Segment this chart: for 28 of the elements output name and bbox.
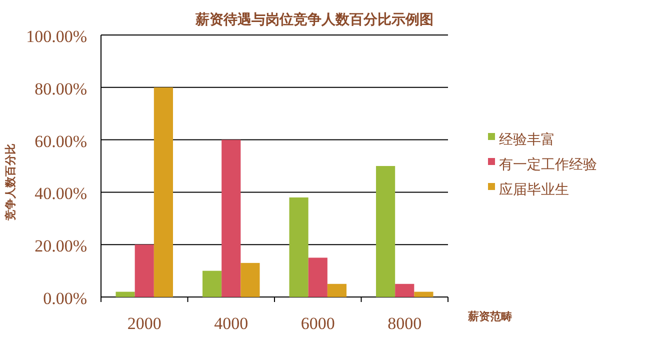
- x-tick-label: 2000: [127, 314, 162, 333]
- bar: [116, 292, 135, 297]
- bar: [308, 258, 328, 297]
- legend-label: 有一定工作经验: [499, 156, 597, 173]
- x-tick-label: 6000: [300, 314, 335, 333]
- bar: [240, 262, 260, 297]
- bar: [414, 292, 434, 297]
- bar: [222, 140, 241, 297]
- y-tick-label: 40.00%: [34, 184, 87, 204]
- x-axis-title: 薪资范畴: [467, 310, 512, 323]
- x-tick-label: 8000: [388, 314, 422, 333]
- y-tick-label: 80.00%: [34, 79, 87, 98]
- y-tick-label: 100.00%: [26, 27, 87, 46]
- bar: [202, 270, 222, 297]
- legend-label: 应届毕业生: [499, 182, 569, 198]
- y-tick-label: 20.00%: [34, 236, 87, 256]
- bar: [395, 284, 414, 297]
- legend-label: 经验丰富: [499, 132, 555, 148]
- bar: [154, 87, 173, 297]
- chart-title: 薪资待遇与岗位竞争人数百分比示例图: [194, 11, 434, 28]
- y-tick-label: 0.00%: [43, 289, 87, 308]
- y-tick-label: 60.00%: [34, 132, 87, 151]
- y-axis-title: 竞争人数百分比: [4, 144, 17, 222]
- bar: [134, 244, 154, 297]
- bar: [327, 284, 347, 297]
- x-tick-label: 4000: [214, 314, 248, 333]
- bar: [289, 197, 308, 297]
- bar: [376, 166, 396, 297]
